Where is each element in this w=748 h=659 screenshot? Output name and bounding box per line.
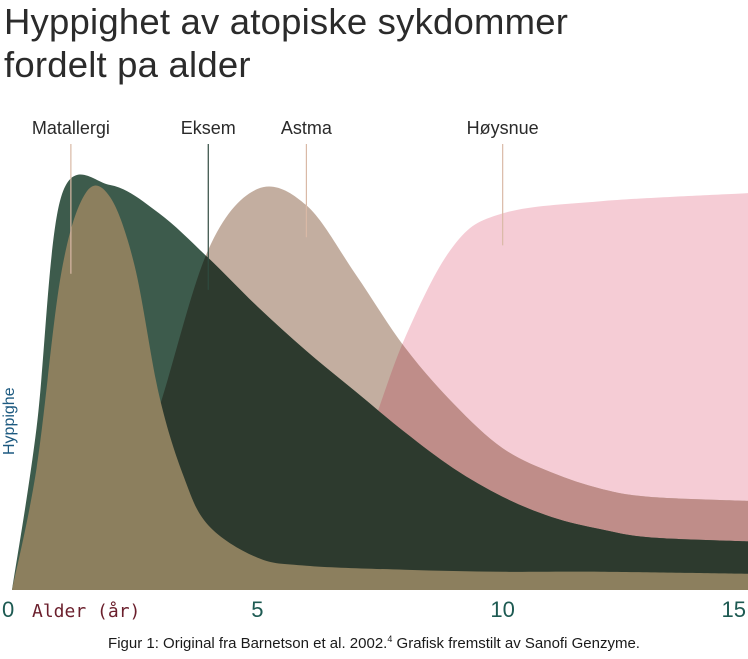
legend: Matallergi Eksem Astma Høysnue [32, 118, 539, 138]
legend-leaders [70, 144, 504, 290]
page-title: Hyppighet av atopiske sykdommer fordelt … [4, 0, 568, 86]
area-matallergi [12, 185, 748, 590]
legend-label-matallergi: Matallergi [32, 118, 110, 138]
legend-label-eksem: Eksem [181, 118, 236, 138]
y-axis-label: Hyppighe [1, 387, 18, 455]
x-axis-label: Alder (år) [32, 601, 140, 622]
legend-label-astma: Astma [281, 118, 333, 138]
caption-footnote-ref: 4 [387, 634, 393, 644]
page-title-line-2: fordelt pa alder [4, 44, 251, 85]
caption-text: Figur 1: Original fra Barnetson et al. 2… [108, 635, 388, 652]
x-tick-label-5: 5 [251, 597, 263, 622]
legend-label-hoysnue: Høysnue [467, 118, 539, 138]
x-tick-label-10: 10 [490, 597, 514, 622]
x-tick-label-0: 0 [2, 597, 14, 622]
x-tick-labels: 0 5 10 15 [2, 597, 746, 622]
figure-caption: Figur 1: Original fra Barnetson et al. 2… [0, 634, 748, 652]
x-tick-label-15: 15 [722, 597, 746, 622]
page-title-line-1: Hyppighet av atopiske sykdommer [4, 1, 569, 42]
caption-credit: Grafisk fremstilt av Sanofi Genzyme. [392, 635, 640, 652]
series-areas [12, 174, 748, 590]
